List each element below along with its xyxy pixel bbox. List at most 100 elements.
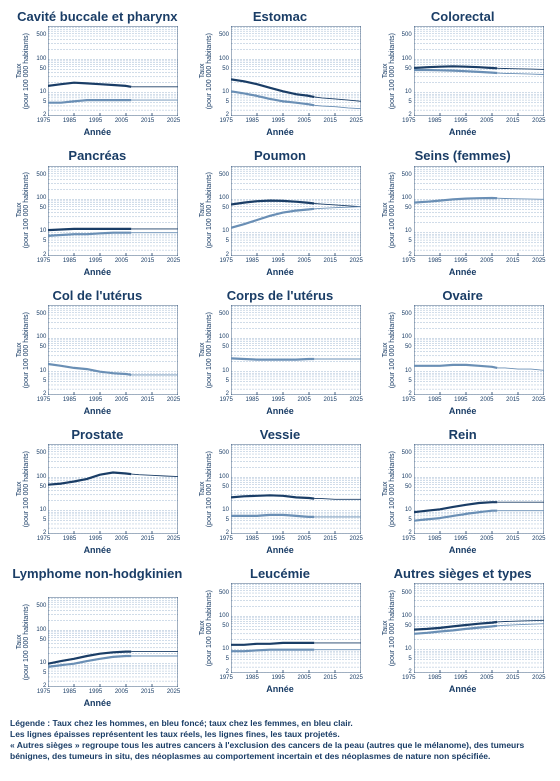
series-line: [231, 650, 314, 652]
chart-panel: PancréasTaux (pour 100 000 habitants)251…: [10, 149, 185, 276]
panel-title: Autres sièges et types: [394, 567, 532, 581]
y-tick: 100: [398, 196, 412, 201]
series-line: [497, 198, 544, 199]
y-axis-label: Taux (pour 100 000 habitants): [382, 33, 396, 109]
x-tick: 1985: [428, 258, 441, 264]
x-axis-label: Année: [449, 267, 477, 277]
panel-title: Leucémie: [250, 567, 310, 581]
y-axis-ticks: 251050100500: [32, 166, 46, 256]
y-tick: 500: [215, 451, 229, 456]
y-tick: 10: [32, 508, 46, 513]
y-tick: 5: [215, 100, 229, 105]
series-line: [48, 100, 131, 103]
plot-area: [231, 26, 361, 116]
chart-panel: ReinTaux (pour 100 000 habitants)2510501…: [375, 428, 550, 555]
y-tick: 10: [398, 508, 412, 513]
y-tick: 10: [398, 229, 412, 234]
y-tick: 100: [398, 614, 412, 619]
y-tick: 500: [32, 604, 46, 609]
y-tick: 50: [398, 485, 412, 490]
series-line: [48, 652, 131, 664]
y-tick: 10: [215, 90, 229, 95]
panel-title: Lymphome non-hodgkinien: [12, 567, 182, 595]
y-axis-label: Taux (pour 100 000 habitants): [199, 33, 213, 109]
y-tick: 5: [215, 379, 229, 384]
x-tick: 2005: [297, 675, 310, 681]
y-tick: 10: [398, 369, 412, 374]
panel-title: Col de l'utérus: [52, 289, 142, 303]
x-axis-ticks: 197519851995200520152025: [410, 258, 540, 266]
series-line: [414, 622, 497, 630]
x-tick: 2005: [115, 397, 128, 403]
y-axis-ticks: 251050100500: [215, 583, 229, 673]
y-tick: 10: [215, 369, 229, 374]
y-tick: 50: [32, 67, 46, 72]
chart-panel: Lymphome non-hodgkinienTaux (pour 100 00…: [10, 567, 185, 708]
y-tick: 500: [215, 173, 229, 178]
y-axis-label: Taux (pour 100 000 habitants): [16, 312, 30, 388]
series-line: [314, 203, 361, 206]
y-tick: 5: [32, 518, 46, 523]
y-axis-label: Taux (pour 100 000 habitants): [199, 590, 213, 666]
x-tick: 2025: [349, 536, 362, 542]
y-axis-label: Taux (pour 100 000 habitants): [199, 451, 213, 527]
plot-area: [231, 305, 361, 395]
x-tick: 1975: [402, 397, 415, 403]
y-tick: 50: [398, 624, 412, 629]
y-tick: 50: [215, 206, 229, 211]
x-tick: 1995: [89, 118, 102, 124]
y-tick: 500: [32, 312, 46, 317]
y-tick: 100: [215, 614, 229, 619]
series-line: [414, 365, 497, 368]
x-tick: 2025: [532, 536, 545, 542]
x-tick: 1975: [219, 536, 232, 542]
legend-line: Les lignes épaisses représentent les tau…: [10, 729, 550, 740]
x-tick: 2005: [115, 689, 128, 695]
series-line: [231, 200, 314, 204]
y-axis-ticks: 251050100500: [398, 444, 412, 534]
x-tick: 2005: [115, 536, 128, 542]
y-tick: 500: [398, 591, 412, 596]
y-axis-label: Taux (pour 100 000 habitants): [16, 451, 30, 527]
series-line: [314, 499, 361, 500]
plot-area: [231, 583, 361, 673]
y-axis-ticks: 251050100500: [398, 166, 412, 256]
plot-area: [414, 26, 544, 116]
x-tick: 1995: [271, 258, 284, 264]
y-tick: 10: [398, 647, 412, 652]
x-tick: 1975: [219, 118, 232, 124]
x-tick: 2025: [167, 689, 180, 695]
x-tick: 1985: [428, 118, 441, 124]
x-tick: 1995: [454, 675, 467, 681]
plot-area: [48, 26, 178, 116]
x-tick: 2015: [506, 675, 519, 681]
x-tick: 2015: [506, 258, 519, 264]
x-tick: 2015: [506, 536, 519, 542]
y-tick: 100: [215, 475, 229, 480]
x-axis-label: Année: [449, 684, 477, 694]
x-axis-label: Année: [84, 406, 112, 416]
x-tick: 1985: [245, 536, 258, 542]
y-tick: 100: [215, 57, 229, 62]
y-tick: 5: [398, 518, 412, 523]
y-tick: 500: [215, 312, 229, 317]
y-tick: 10: [215, 508, 229, 513]
x-tick: 2015: [323, 675, 336, 681]
legend-line: « Autres sièges » regroupe tous les autr…: [10, 740, 550, 762]
y-axis-ticks: 251050100500: [32, 597, 46, 687]
y-tick: 50: [215, 67, 229, 72]
y-tick: 100: [215, 196, 229, 201]
x-tick: 2015: [141, 258, 154, 264]
y-axis-label: Taux (pour 100 000 habitants): [382, 590, 396, 666]
chart-panel: ProstateTaux (pour 100 000 habitants)251…: [10, 428, 185, 555]
x-axis-ticks: 197519851995200520152025: [45, 258, 175, 266]
y-axis-ticks: 251050100500: [32, 26, 46, 116]
legend: Légende : Taux chez les hommes, en bleu …: [10, 718, 550, 762]
x-tick: 2015: [141, 536, 154, 542]
x-axis-ticks: 197519851995200520152025: [227, 258, 357, 266]
x-tick: 1975: [37, 397, 50, 403]
x-tick: 2015: [141, 397, 154, 403]
x-tick: 2025: [532, 675, 545, 681]
series-line: [314, 97, 361, 101]
x-tick: 1975: [219, 397, 232, 403]
